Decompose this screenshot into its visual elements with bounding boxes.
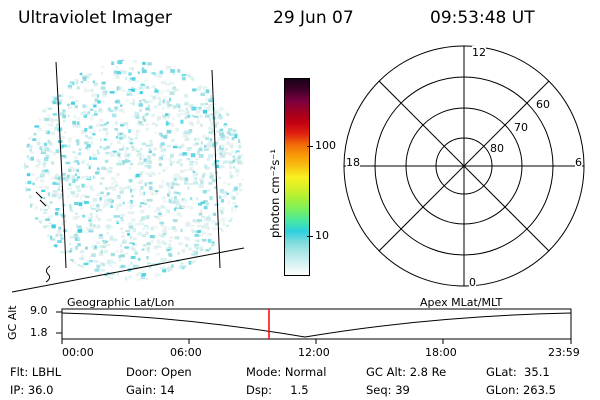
mlt-label-0: 0	[469, 276, 476, 289]
mlt-label-6: 6	[575, 156, 582, 169]
x-tick-label-0000: 00:00	[62, 346, 94, 359]
mode-status: Mode: Normal	[246, 365, 327, 379]
emission-speckles	[24, 59, 244, 281]
time-label: 09:53:48 UT	[430, 8, 535, 28]
geographic-label: Geographic Lat/Lon	[67, 296, 175, 309]
colorbar	[284, 78, 310, 276]
y-tick-label-1-8: 1.8	[30, 326, 48, 339]
gain-status: Gain: 14	[126, 383, 175, 397]
glon-status: GLon: 263.5	[486, 383, 556, 397]
app-title: Ultraviolet Imager	[18, 8, 172, 28]
door-status: Door: Open	[126, 365, 192, 379]
ip-status: IP: 36.0	[10, 383, 54, 397]
glat-status: GLat: 35.1	[486, 365, 550, 379]
mlat-label-80: 80	[490, 142, 504, 155]
mlt-label-18: 18	[346, 156, 360, 169]
seq-status: Seq: 39	[366, 383, 410, 397]
x-tick-label-1800: 18:00	[425, 346, 457, 359]
colorbar-tick-label-100: 100	[315, 139, 336, 152]
mlat-label-60: 60	[536, 98, 550, 111]
x-tick-label-0600: 06:00	[170, 346, 202, 359]
mlat-label-70: 70	[514, 121, 528, 134]
mlt-label-12: 12	[472, 46, 486, 59]
colorbar-tick-10	[307, 236, 313, 237]
altitude-curve	[61, 312, 572, 338]
apex-label: Apex MLat/MLT	[420, 296, 503, 309]
gc-alt-status: GC Alt: 2.8 Re	[366, 365, 447, 379]
x-tick-label-2359: 23:59	[548, 346, 580, 359]
date-label: 29 Jun 07	[273, 8, 354, 28]
y-tick-label-9: 9.0	[30, 304, 48, 317]
dsp-status: Dsp: 1.5	[246, 383, 309, 397]
colorbar-tick-100	[307, 146, 313, 147]
colorbar-tick-label-10: 10	[315, 229, 329, 242]
filter-status: Flt: LBHL	[10, 365, 62, 379]
lat-lon-grid-lines	[11, 61, 245, 293]
x-tick-label-1200: 12:00	[298, 346, 330, 359]
